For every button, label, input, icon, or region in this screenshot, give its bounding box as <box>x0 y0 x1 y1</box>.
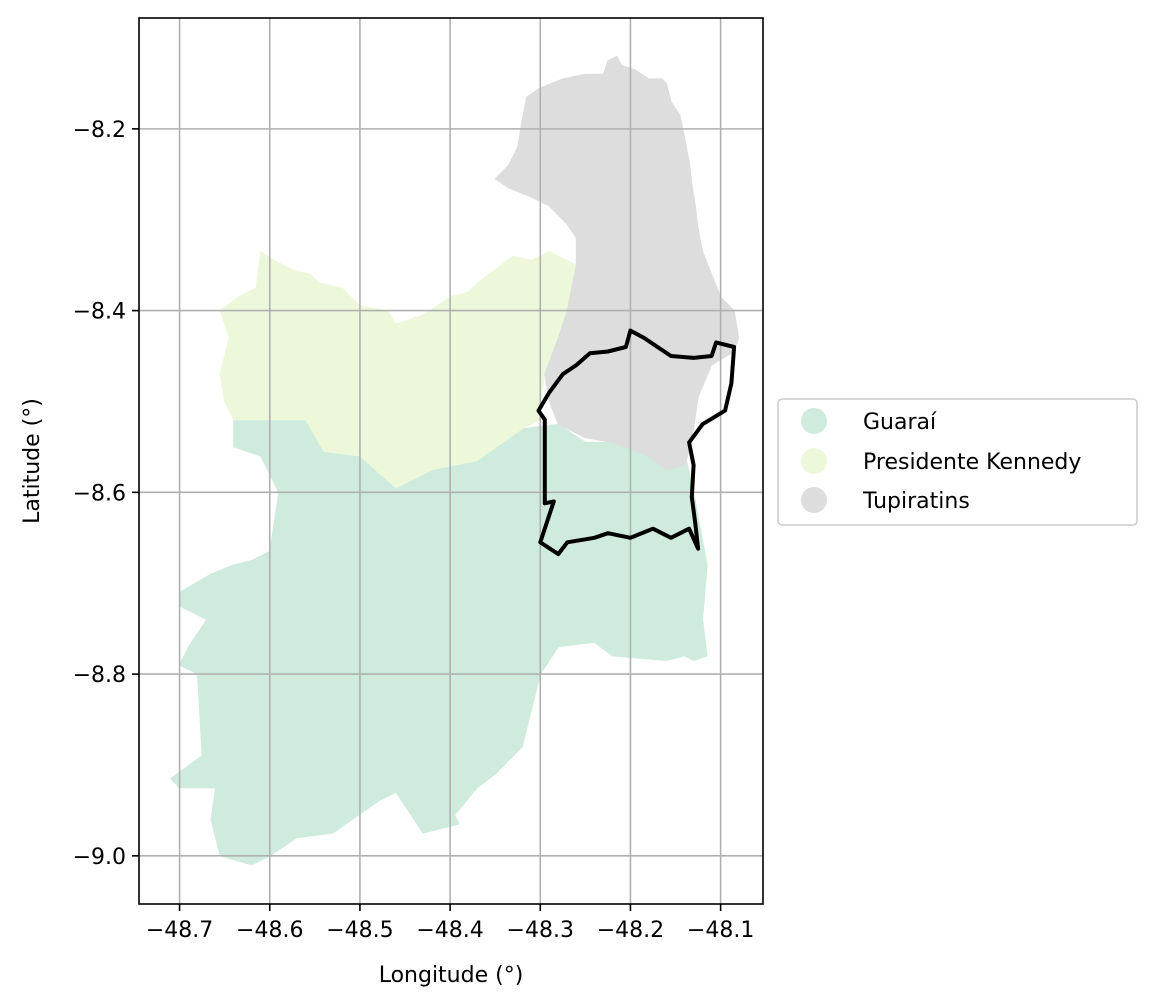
x-axis: −48.7 −48.6 −48.5 −48.4 −48.3 −48.2 −48.1 <box>146 904 754 943</box>
legend-marker-guarai <box>801 408 827 434</box>
legend-marker-presidente-kennedy <box>801 448 827 474</box>
x-tick-label: −48.1 <box>687 918 754 943</box>
x-tick-label: −48.5 <box>326 918 393 943</box>
legend-frame <box>777 398 1138 526</box>
y-tick-label: −8.4 <box>73 300 126 325</box>
x-tick-label: −48.4 <box>416 918 483 943</box>
x-tick-label: −48.7 <box>146 918 213 943</box>
grid-lines <box>139 18 763 904</box>
y-tick-label: −9.0 <box>73 845 126 870</box>
highlight-boundary <box>536 328 737 557</box>
y-tick-label: −8.8 <box>73 663 126 688</box>
x-axis-label: Longitude (°) <box>379 963 524 988</box>
plot-area <box>138 17 764 905</box>
highlight-boundary-layer <box>536 328 737 557</box>
y-tick-label: −8.2 <box>73 118 126 143</box>
y-tick-label: −8.6 <box>73 481 126 506</box>
legend-label-tupiratins: Tupiratins <box>862 489 970 514</box>
region-guarai <box>170 419 708 866</box>
legend-label-presidente-kennedy: Presidente Kennedy <box>863 450 1081 475</box>
y-axis: −8.2 −8.4 −8.6 −8.8 −9.0 <box>73 118 139 870</box>
x-tick-label: −48.6 <box>236 918 303 943</box>
region-tupiratins <box>494 55 740 471</box>
x-tick-label: −48.2 <box>597 918 664 943</box>
x-tick-label: −48.3 <box>507 918 574 943</box>
plot-frame <box>138 17 764 905</box>
legend-label-guarai: Guaraí <box>863 410 937 435</box>
legend-marker-tupiratins <box>801 487 827 513</box>
y-axis-label: Latitude (°) <box>20 398 45 524</box>
legend: Guaraí Presidente Kennedy Tupiratins <box>777 398 1138 526</box>
